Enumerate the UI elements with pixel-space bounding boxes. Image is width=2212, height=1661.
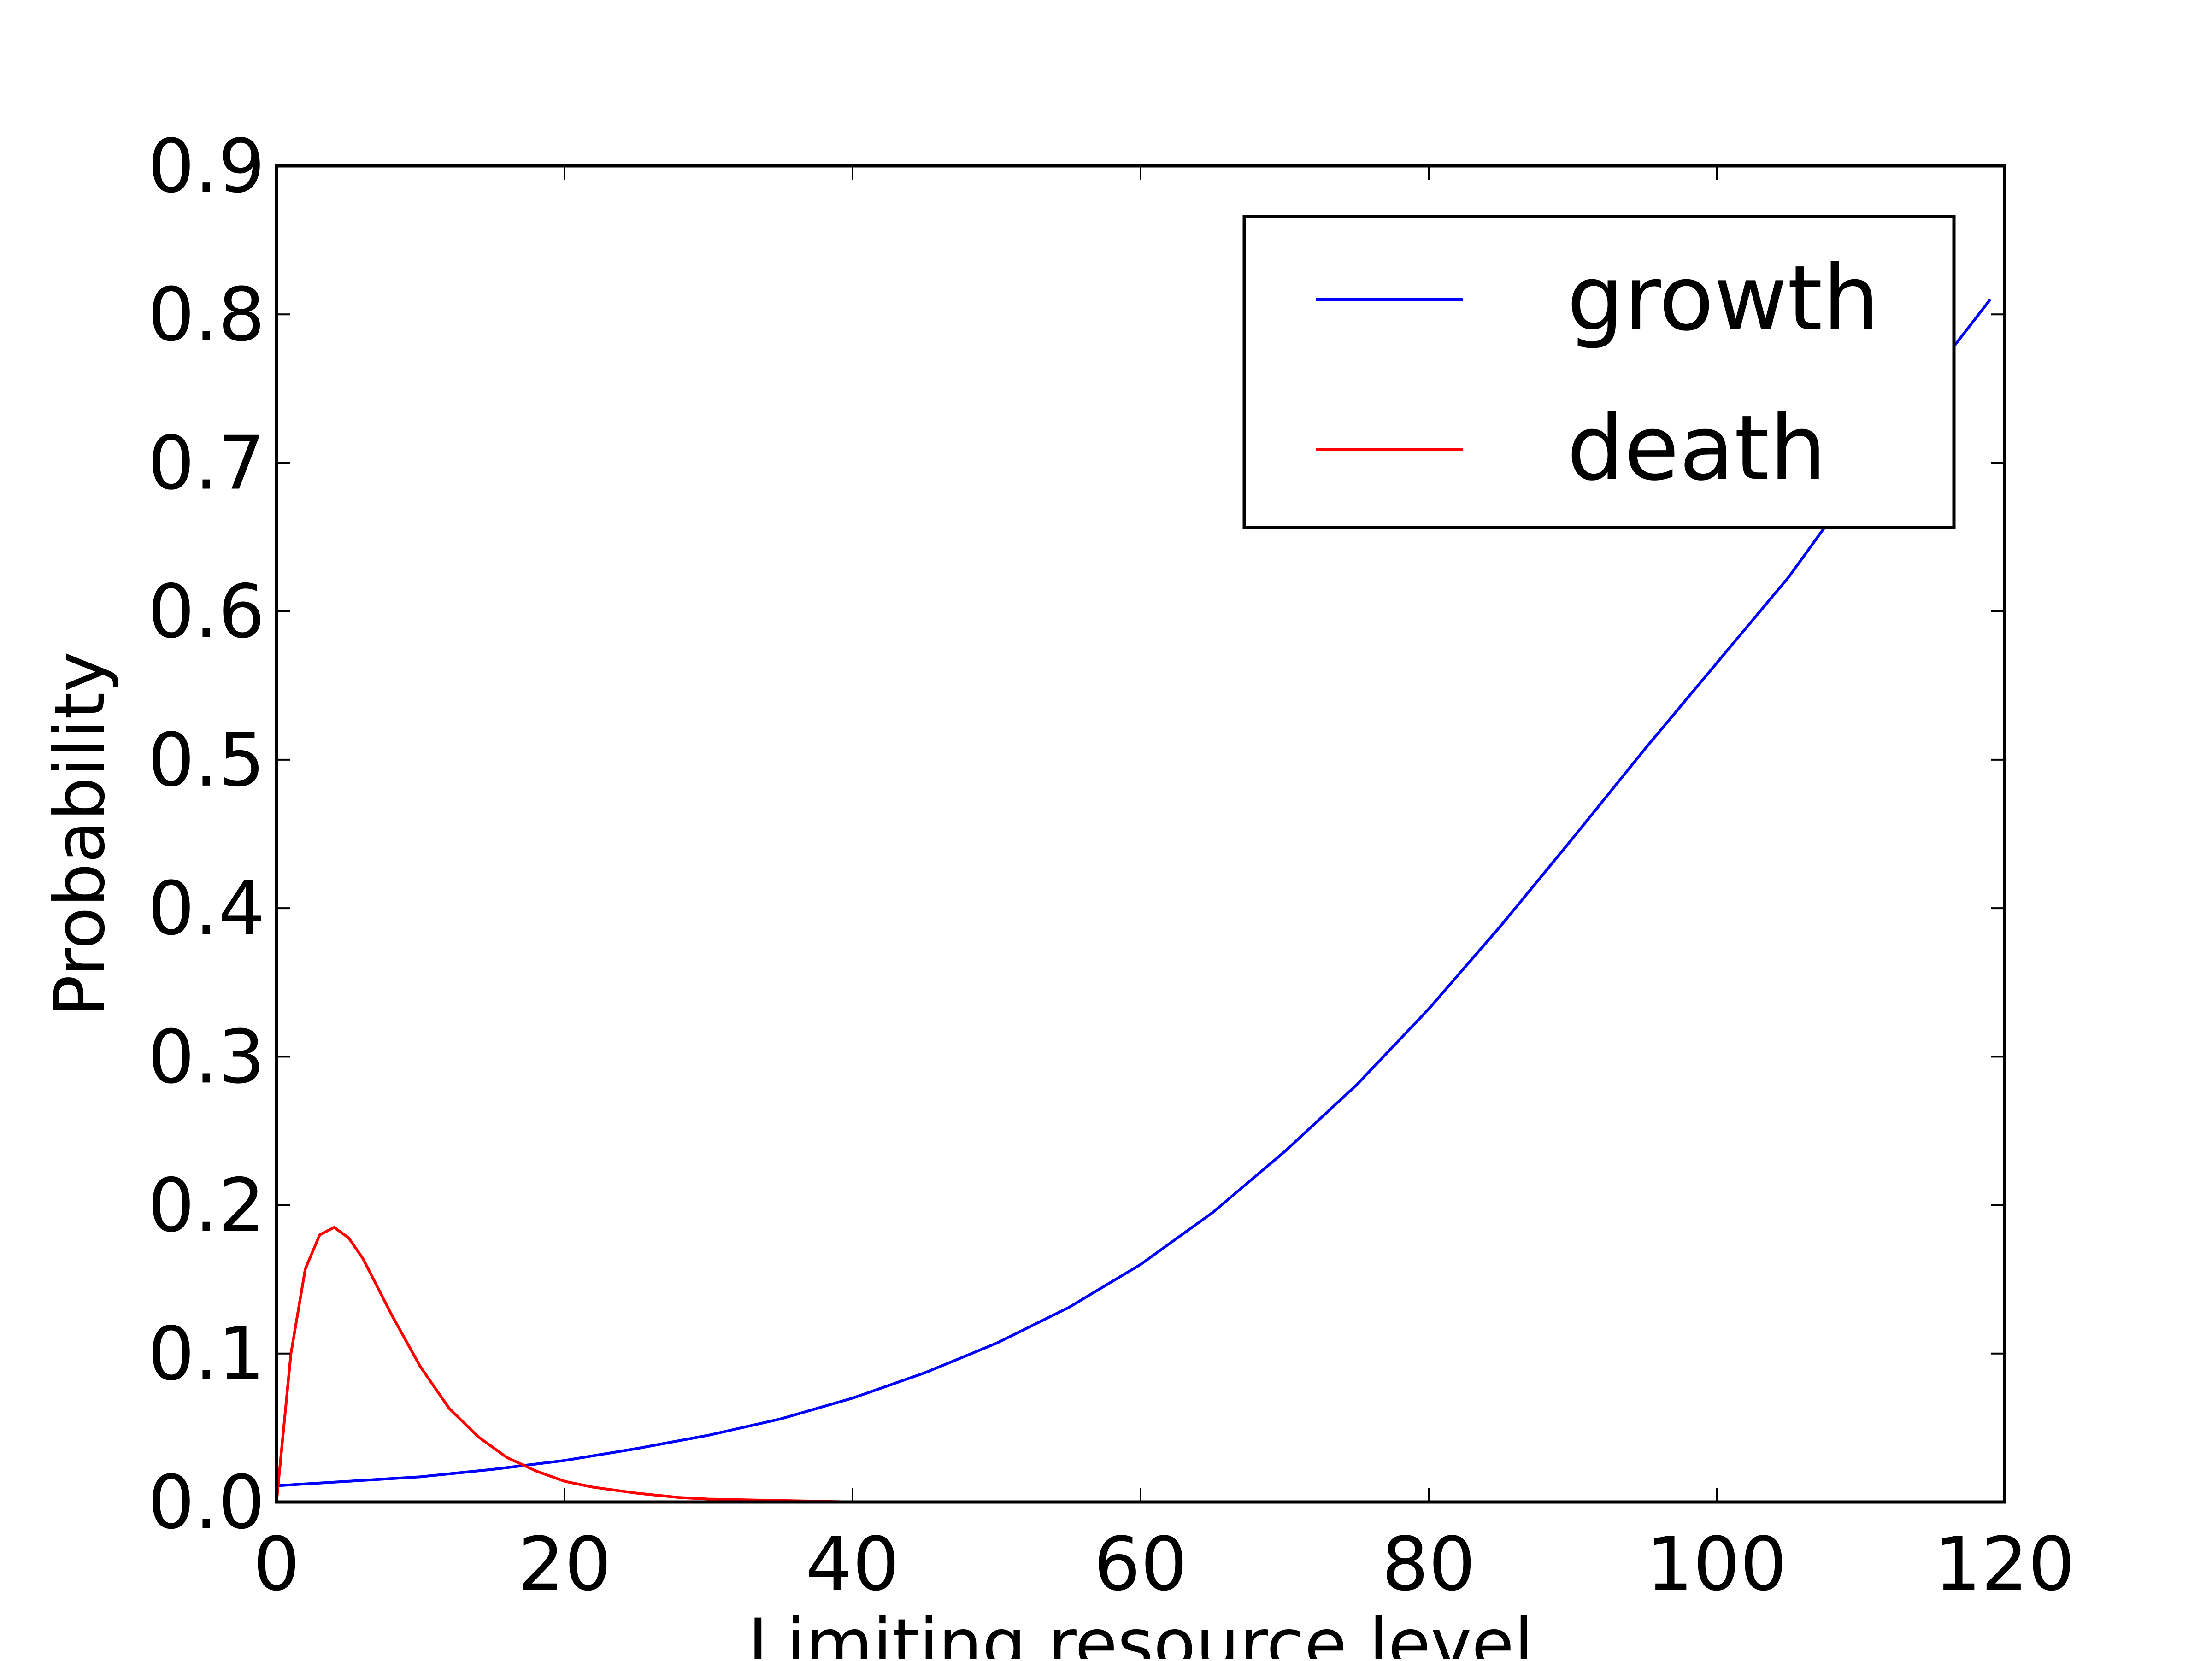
y-tick-label: 0.2: [148, 1162, 265, 1249]
y-tick-label: 0.7: [148, 420, 265, 506]
x-tick-label: 100: [1646, 1521, 1787, 1607]
x-tick-label: 0: [253, 1521, 300, 1607]
y-axis-label: Probability: [40, 651, 120, 1017]
y-tick-label: 0.0: [148, 1459, 265, 1545]
y-tick-label: 0.1: [148, 1311, 265, 1397]
x-tick-label: 40: [806, 1521, 900, 1607]
y-tick-label: 0.3: [148, 1014, 265, 1100]
series-layer: [276, 299, 1992, 1502]
x-tick-label: 80: [1382, 1521, 1476, 1607]
x-tick-label: 60: [1094, 1521, 1188, 1607]
y-tick-label: 0.6: [148, 569, 265, 655]
x-tick-label: 20: [518, 1521, 612, 1607]
y-tick-label: 0.5: [148, 717, 265, 803]
y-tick-label: 0.8: [148, 271, 265, 358]
labels-layer: 0 20 40 60 80 100 120 0.0 0.1 0.2 0.3 0.4 0.5 0.6 0.7 0…: [148, 123, 2075, 1607]
legend: growth death: [1242, 215, 1956, 529]
x-tick-label: 120: [1934, 1521, 2075, 1607]
series-line-growth: [276, 299, 1992, 1487]
legend-label-death: death: [1567, 396, 1826, 500]
legend-items: growth death: [1316, 246, 1880, 500]
series-line-death: [276, 1226, 1141, 1502]
legend-label-growth: growth: [1567, 246, 1880, 351]
y-tick-label: 0.4: [148, 865, 265, 951]
x-axis-label: Limiting resource level: [748, 1604, 1534, 1659]
plot-frame: [275, 164, 2006, 1504]
legend-box: [1242, 215, 1956, 529]
y-tick-label: 0.9: [148, 123, 265, 209]
